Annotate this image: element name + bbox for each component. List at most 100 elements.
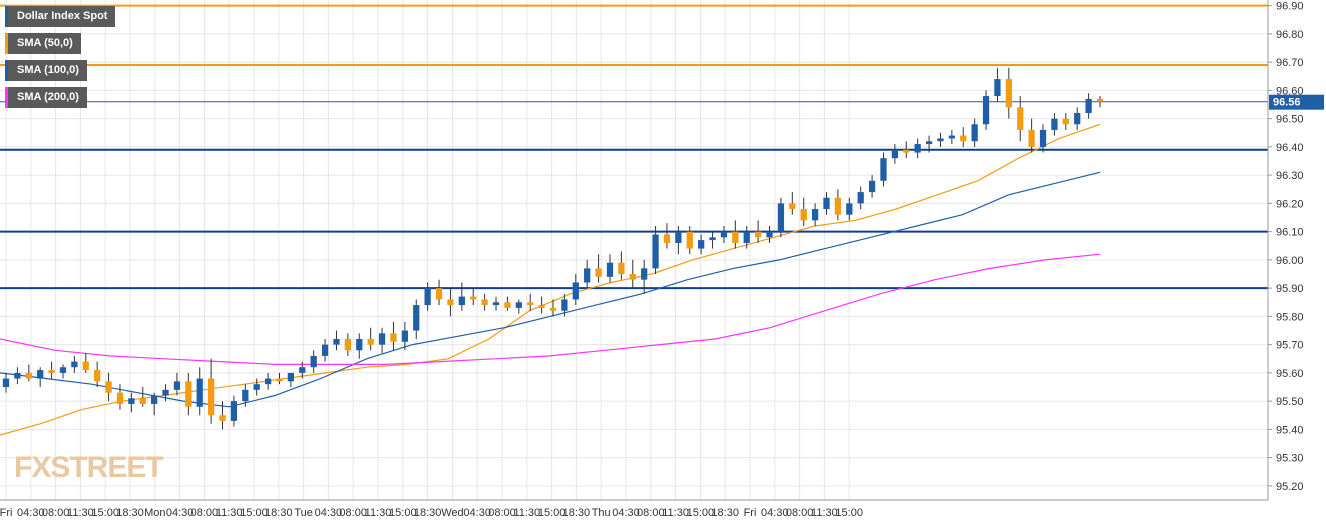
- sma-line: [0, 123, 1101, 436]
- candle-body: [173, 381, 181, 390]
- candle-body: [435, 288, 443, 300]
- candle-body: [948, 135, 955, 139]
- candle-body: [504, 302, 511, 308]
- candle-body: [447, 299, 454, 306]
- x-tick-label: Fri: [0, 507, 12, 519]
- x-tick-label: 15:00: [687, 507, 715, 519]
- candle-body: [25, 372, 32, 379]
- last-price-label: 96.56: [1273, 97, 1301, 109]
- y-tick-label: 95.70: [1276, 340, 1304, 352]
- legend-label: SMA (100,0): [17, 64, 79, 76]
- candle-body: [253, 384, 260, 390]
- legend-swatch: [5, 60, 8, 81]
- candle-body: [720, 231, 728, 238]
- x-tick-label: 18:30: [711, 507, 739, 519]
- candles: [2, 67, 1104, 430]
- y-tick-label: 95.20: [1276, 481, 1304, 493]
- y-tick-label: 96.10: [1276, 227, 1304, 239]
- candle-body: [698, 240, 705, 249]
- candle-body: [2, 378, 10, 388]
- x-tick-label: 11:30: [662, 507, 689, 519]
- y-tick-label: 95.60: [1276, 368, 1304, 380]
- x-tick-label: 18:30: [414, 507, 442, 519]
- candle-body: [1039, 129, 1047, 147]
- candle-body: [71, 361, 78, 368]
- candle-body: [492, 302, 500, 306]
- candle-body: [584, 268, 591, 283]
- x-tick-label: 08:00: [339, 507, 367, 519]
- x-tick-label: Tue: [294, 507, 313, 519]
- legend-label: Dollar Index Spot: [17, 10, 108, 22]
- candle-body: [333, 338, 340, 345]
- x-tick-label: 15:00: [91, 507, 119, 519]
- candle-body: [37, 370, 44, 379]
- y-tick-label: 95.90: [1276, 283, 1304, 295]
- candle-body: [675, 231, 682, 243]
- y-tick-label: 95.50: [1276, 396, 1304, 408]
- x-tick-label: 18:30: [265, 507, 293, 519]
- candle-body: [264, 378, 272, 385]
- candle-body: [1051, 118, 1058, 130]
- candle-body: [1096, 98, 1104, 102]
- y-tick-label: 96.00: [1276, 255, 1304, 267]
- x-tick-label: 04:30: [17, 507, 45, 519]
- last-price-tag-background: [1269, 94, 1324, 110]
- candle-body: [413, 305, 420, 331]
- level-lines: [0, 4, 1268, 290]
- candle-body: [960, 135, 967, 142]
- candle-body: [868, 180, 876, 193]
- candle-body: [94, 370, 101, 382]
- x-tick-label: 04:30: [463, 507, 491, 519]
- legend-label: SMA (200,0): [17, 91, 79, 103]
- candle-body: [994, 79, 1001, 97]
- candle-body: [709, 237, 716, 241]
- candle-body: [276, 378, 283, 382]
- candle-body: [538, 305, 545, 308]
- candle-body: [1017, 107, 1024, 130]
- legend-label: SMA (50,0): [17, 37, 73, 49]
- plot-background: [0, 0, 1268, 500]
- legend-dollar-index: Dollar Index Spot: [5, 6, 116, 27]
- candle-body: [82, 361, 89, 371]
- candle-body: [732, 231, 739, 243]
- legend-swatch: [5, 87, 8, 108]
- candle-body: [800, 209, 807, 221]
- candle-body: [618, 262, 625, 275]
- x-tick-label: 15:00: [389, 507, 417, 519]
- candle-body: [48, 370, 55, 373]
- candle-body: [982, 96, 990, 125]
- candle-body: [789, 203, 796, 210]
- x-tick-label: 11:30: [513, 507, 540, 519]
- legend-sma-50: SMA (50,0): [5, 33, 81, 54]
- last-price-tag: 96.56: [1269, 94, 1324, 110]
- candle-body: [139, 398, 146, 404]
- x-tick-label: Mon: [144, 507, 165, 519]
- sma-lines: [0, 123, 1101, 436]
- y-tick-label: 96.60: [1276, 85, 1304, 97]
- legend-swatch: [5, 33, 8, 54]
- x-tick-label: 11:30: [811, 507, 838, 519]
- candle-body: [549, 307, 557, 311]
- candle-body: [663, 234, 671, 243]
- x-tick-label: Fri: [744, 507, 757, 519]
- candle-body: [641, 268, 648, 280]
- watermark-layer: FXSTREET: [14, 451, 164, 484]
- sma-line: [0, 171, 1101, 408]
- candle-body: [846, 203, 853, 215]
- y-tick-label: 96.70: [1276, 57, 1304, 69]
- y-axis-ticks: 96.90 96.80 96.70 96.60 96.50 96.40 96.30 96.20…: [1268, 1, 1304, 493]
- candle-body: [811, 209, 819, 221]
- legend-swatch: [5, 6, 8, 27]
- candle-body: [128, 398, 135, 404]
- candle-body: [595, 268, 602, 277]
- x-tick-label: 11:30: [216, 507, 243, 519]
- x-tick-label: 18:30: [116, 507, 144, 519]
- x-tick-label: Wed: [441, 507, 463, 519]
- x-tick-label: 08:00: [786, 507, 814, 519]
- candle-body: [207, 378, 215, 416]
- y-tick-label: 96.80: [1276, 29, 1304, 41]
- candle-body: [424, 288, 431, 306]
- candle-body: [823, 197, 830, 210]
- candle-body: [59, 367, 67, 373]
- candle-body: [116, 392, 124, 404]
